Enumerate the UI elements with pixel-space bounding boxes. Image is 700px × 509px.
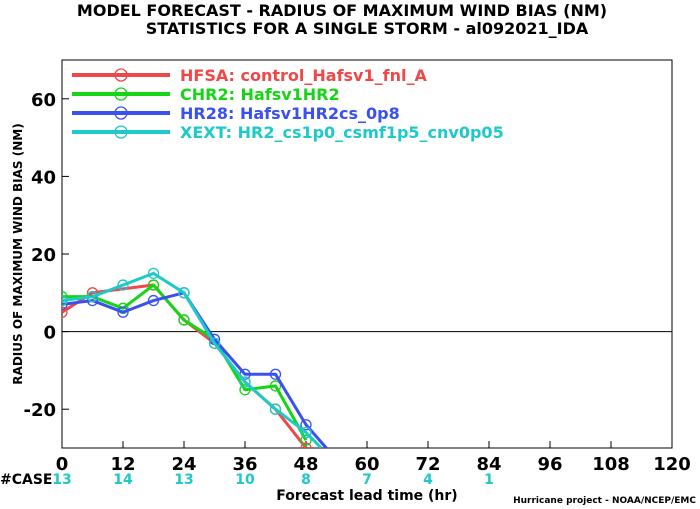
x-axis: 0 12 24 36 48 60 72 84 96 108 120 bbox=[56, 441, 691, 475]
x-tick-label: 12 bbox=[110, 454, 135, 475]
case-count: 13 bbox=[174, 472, 193, 488]
y-tick-label: 40 bbox=[31, 167, 56, 188]
legend-label: HFSA: control_Hafsv1_fnl_A bbox=[180, 66, 427, 85]
data-point bbox=[178, 314, 190, 326]
legend-marker bbox=[114, 106, 128, 120]
data-point bbox=[269, 368, 282, 380]
legend-label: CHR2: Hafsv1HR2 bbox=[180, 85, 340, 104]
data-point bbox=[62, 291, 68, 303]
credit-text: Hurricane project - NOAA/NCEP/EMC bbox=[513, 496, 696, 506]
data-point bbox=[147, 279, 160, 291]
data-point bbox=[269, 403, 282, 415]
case-count: 4 bbox=[423, 472, 433, 488]
legend-marker bbox=[114, 87, 128, 101]
series-line bbox=[62, 283, 308, 448]
case-label: #CASE bbox=[0, 472, 53, 488]
data-point bbox=[269, 380, 282, 392]
data-point bbox=[86, 291, 99, 303]
case-count: 13 bbox=[52, 472, 71, 488]
legend-label: HR28: Hafsv1HR2cs_0p8 bbox=[180, 104, 400, 123]
legend-marker bbox=[114, 68, 128, 82]
data-point bbox=[300, 419, 312, 431]
legend-marker bbox=[114, 125, 128, 139]
y-tick-label: 60 bbox=[31, 90, 56, 111]
x-tick-label: 72 bbox=[415, 454, 440, 475]
y-axis: -20 0 20 40 60 bbox=[23, 90, 69, 421]
x-axis-label: Forecast lead time (hr) bbox=[276, 488, 457, 504]
x-tick-label: 108 bbox=[592, 454, 630, 475]
case-count: 8 bbox=[301, 472, 311, 488]
data-point bbox=[117, 306, 129, 318]
x-tick-label: 60 bbox=[354, 454, 379, 475]
case-count: 14 bbox=[113, 472, 133, 488]
data-point bbox=[208, 337, 221, 349]
y-tick-label: -20 bbox=[23, 400, 56, 421]
data-point bbox=[62, 298, 68, 311]
data-point bbox=[239, 384, 251, 396]
x-tick-label: 96 bbox=[537, 454, 562, 475]
y-tick-label: 0 bbox=[43, 323, 56, 344]
data-point bbox=[117, 279, 129, 291]
data-point bbox=[178, 287, 190, 299]
data-point bbox=[300, 426, 312, 439]
x-tick-label: 24 bbox=[171, 454, 196, 475]
series-line bbox=[62, 283, 308, 441]
x-tick-label: 36 bbox=[232, 454, 257, 475]
series-line bbox=[62, 271, 323, 448]
case-count: 1 bbox=[484, 472, 494, 488]
y-axis-label: RADIUS OF MAXIMUM WIND BIAS (NM) bbox=[11, 123, 25, 384]
data-point bbox=[300, 442, 312, 448]
series-layer bbox=[62, 267, 328, 448]
y-tick-label: 20 bbox=[31, 245, 56, 266]
case-row: #CASE 13 14 13 10 8 7 4 1 bbox=[0, 472, 494, 488]
x-tick-label: 84 bbox=[476, 454, 501, 475]
chart-title: MODEL FORECAST - RADIUS OF MAXIMUM WIND … bbox=[77, 1, 607, 20]
data-point bbox=[62, 294, 68, 307]
x-tick-label: 48 bbox=[293, 454, 318, 475]
case-count: 7 bbox=[362, 472, 372, 488]
x-tick-label: 120 bbox=[653, 454, 691, 475]
data-point bbox=[62, 306, 68, 318]
chart-subtitle: STATISTICS FOR A SINGLE STORM - al092021… bbox=[146, 19, 589, 38]
data-point bbox=[300, 434, 312, 446]
x-tick-label: 0 bbox=[56, 454, 69, 475]
legend-label: XEXT: HR2_cs1p0_csmf1p5_cnv0p05 bbox=[180, 123, 504, 142]
data-point bbox=[147, 267, 160, 280]
data-point bbox=[239, 376, 251, 388]
data-point bbox=[147, 294, 160, 307]
case-count: 10 bbox=[235, 472, 255, 488]
